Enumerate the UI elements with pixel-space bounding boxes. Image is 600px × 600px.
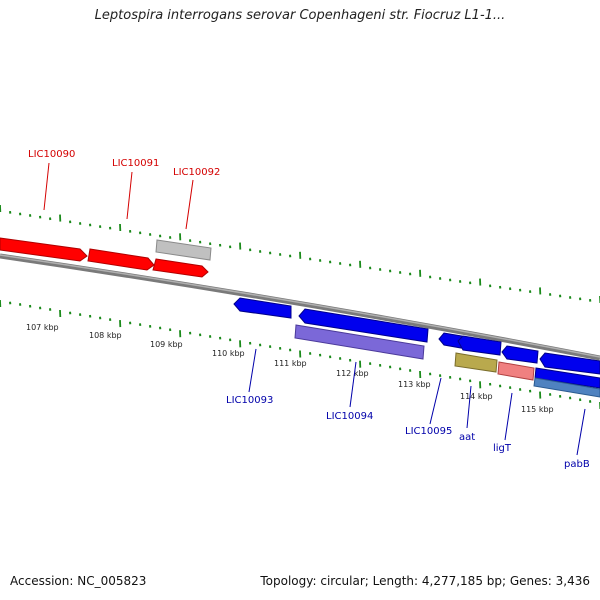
gene-lic10093[interactable]	[233, 297, 292, 319]
gene-lic10090[interactable]	[0, 237, 88, 262]
lower-tick-track	[0, 299, 600, 410]
label-lic10092[interactable]: LIC10092	[173, 167, 220, 178]
gene-lic10094[interactable]	[298, 308, 429, 343]
reverse-genes	[233, 297, 600, 398]
gene-pabb-arrow[interactable]	[539, 352, 600, 375]
scale-label-113: 113 kbp	[398, 380, 431, 389]
label-ligt[interactable]: ligT	[493, 443, 512, 454]
gene-lic10092-segment[interactable]	[152, 258, 209, 278]
genome-backbone-highlight	[0, 254, 600, 358]
genome-backbone	[0, 253, 600, 361]
label-lic10094[interactable]: LIC10094	[326, 411, 373, 422]
map-title: Leptospira interrogans serovar Copenhage…	[94, 8, 506, 23]
gene-lic10091[interactable]	[87, 248, 155, 271]
scale-label-112: 112 kbp	[336, 369, 369, 378]
gene-pabb-blue[interactable]	[534, 367, 600, 389]
forward-gene-labels: LIC10090 LIC10091 LIC10092	[28, 149, 220, 230]
scale-label-107: 107 kbp	[26, 323, 59, 332]
gene-ligt-arrow[interactable]	[501, 345, 539, 364]
label-lic10095[interactable]: LIC10095	[405, 426, 452, 437]
accession-text: Accession: NC_005823	[10, 574, 147, 588]
label-pabb[interactable]: pabB	[564, 459, 590, 470]
leader-lic10094	[349, 361, 357, 408]
leader-ligt	[504, 392, 513, 441]
gene-pabb[interactable]	[533, 377, 600, 398]
leader-aat	[466, 385, 472, 429]
label-aat[interactable]: aat	[459, 432, 475, 443]
upper-tick-track	[0, 204, 600, 304]
scale-label-115: 115 kbp	[521, 405, 554, 414]
scale-label-110: 110 kbp	[212, 349, 245, 358]
leader-lic10090	[43, 162, 50, 211]
gene-aat-arrow[interactable]	[457, 335, 502, 356]
gene-ligt[interactable]	[497, 361, 535, 381]
scale-label-108: 108 kbp	[89, 331, 122, 340]
gene-lic10092[interactable]	[155, 239, 212, 261]
label-lic10093[interactable]: LIC10093	[226, 395, 273, 406]
reverse-gene-labels: LIC10093 LIC10094 LIC10095 aat ligT pabB	[226, 348, 590, 470]
label-lic10090[interactable]: LIC10090	[28, 149, 75, 160]
leader-lic10093	[248, 348, 257, 393]
scale-label-114: 114 kbp	[460, 392, 493, 401]
gene-aat[interactable]	[454, 352, 498, 373]
scale-label-109: 109 kbp	[150, 340, 183, 349]
scale-label-111: 111 kbp	[274, 359, 307, 368]
leader-pabb	[576, 408, 586, 456]
topology-text: Topology: circular; Length: 4,277,185 bp…	[260, 574, 590, 588]
leader-lic10091	[126, 171, 133, 220]
gene-lic10094-region[interactable]	[294, 324, 425, 360]
leader-lic10095	[429, 377, 442, 425]
label-lic10091[interactable]: LIC10091	[112, 158, 159, 169]
forward-genes	[0, 237, 212, 278]
scale-labels: 107 kbp 108 kbp 109 kbp 110 kbp 111 kbp …	[26, 323, 554, 414]
leader-lic10092	[185, 179, 194, 230]
